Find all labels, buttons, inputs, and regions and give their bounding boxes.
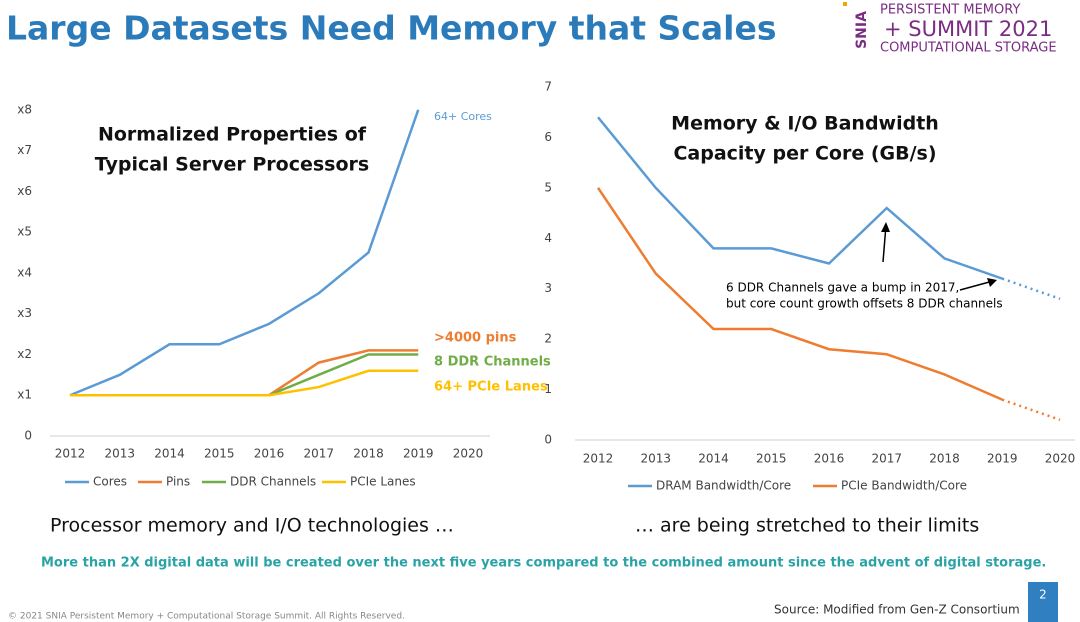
y-tick-label: x1 [17, 388, 32, 402]
y-tick-label: 2 [544, 332, 552, 346]
arrowhead [881, 222, 890, 232]
source: Source: Modified from Gen-Z Consortium [774, 603, 1020, 617]
y-tick-label: x4 [17, 265, 32, 279]
x-tick-label: 2017 [303, 447, 334, 461]
line-series [597, 116, 1003, 280]
projection-line [1001, 277, 1061, 300]
annotation: 64+ Cores [434, 110, 492, 123]
x-tick-label: 2016 [254, 447, 285, 461]
y-tick-label: 3 [544, 281, 552, 295]
chart-title: Memory & I/O Bandwidth [671, 113, 939, 135]
x-tick-label: 2019 [987, 452, 1018, 466]
logo-line: COMPUTATIONAL STORAGE [880, 41, 1057, 56]
legend-label: DDR Channels [230, 475, 316, 489]
y-tick-label: x2 [17, 347, 32, 361]
x-tick-label: 2018 [353, 447, 384, 461]
x-tick-label: 2016 [814, 452, 845, 466]
x-tick-label: 2013 [640, 452, 671, 466]
statement: More than 2X digital data will be create… [41, 556, 1046, 571]
y-tick-label: 0 [24, 429, 32, 443]
page-badge [1028, 582, 1058, 622]
annotation: 8 DDR Channels [434, 355, 551, 370]
x-tick-label: 2014 [698, 452, 729, 466]
y-tick-label: 7 [544, 80, 552, 94]
y-tick-label: x7 [17, 143, 32, 157]
copyright: © 2021 SNIA Persistent Memory + Computat… [8, 612, 405, 622]
caption: … are being stretched to their limits [635, 515, 979, 537]
page-number: 2 [1039, 588, 1047, 602]
chart-title: Normalized Properties of [98, 124, 367, 146]
annotation: 6 DDR Channels gave a bump in 2017, [726, 281, 959, 295]
x-tick-label: 2013 [104, 447, 135, 461]
line-series [69, 109, 420, 397]
logo-line: PERSISTENT MEMORY [880, 3, 1020, 18]
x-tick-label: 2020 [1045, 452, 1076, 466]
x-tick-label: 2019 [403, 447, 434, 461]
x-tick-label: 2017 [871, 452, 902, 466]
legend-label: Pins [166, 475, 190, 489]
arrow [959, 280, 994, 291]
logo-dot [843, 2, 847, 6]
projection-line [1001, 398, 1061, 422]
legend-label: Cores [93, 475, 127, 489]
y-tick-label: x3 [17, 306, 32, 320]
x-tick-label: 2015 [756, 452, 787, 466]
logo-line: + SUMMIT 2021 [884, 17, 1052, 41]
slide-title: Large Datasets Need Memory that Scales [6, 9, 776, 48]
annotation: 64+ PCIe Lanes [434, 380, 548, 395]
x-tick-label: 2020 [453, 447, 484, 461]
line-series [596, 187, 1003, 401]
x-tick-label: 2012 [583, 452, 614, 466]
annotation: >4000 pins [434, 331, 517, 346]
line-series [70, 353, 419, 397]
logo-mark: SNIA [854, 11, 870, 49]
arrowhead [987, 278, 997, 287]
y-tick-label: x6 [17, 184, 32, 198]
chart-title: Typical Server Processors [95, 154, 369, 176]
legend-label: PCIe Bandwidth/Core [841, 479, 967, 493]
legend-label: PCIe Lanes [350, 475, 416, 489]
y-tick-label: 1 [544, 382, 552, 396]
x-tick-label: 2012 [55, 447, 86, 461]
chart-title: Capacity per Core (GB/s) [673, 143, 936, 165]
y-tick-label: 5 [544, 180, 552, 194]
caption: Processor memory and I/O technologies … [50, 515, 454, 537]
x-tick-label: 2015 [204, 447, 235, 461]
line-series [70, 369, 419, 397]
x-tick-label: 2014 [154, 447, 185, 461]
y-tick-label: x5 [17, 225, 32, 239]
y-tick-label: x8 [17, 102, 32, 116]
y-tick-label: 0 [544, 433, 552, 447]
y-tick-label: 6 [544, 130, 552, 144]
annotation: but core count growth offsets 8 DDR chan… [726, 297, 1003, 311]
x-tick-label: 2018 [929, 452, 960, 466]
y-tick-label: 4 [544, 231, 552, 245]
legend-label: DRAM Bandwidth/Core [656, 479, 791, 493]
